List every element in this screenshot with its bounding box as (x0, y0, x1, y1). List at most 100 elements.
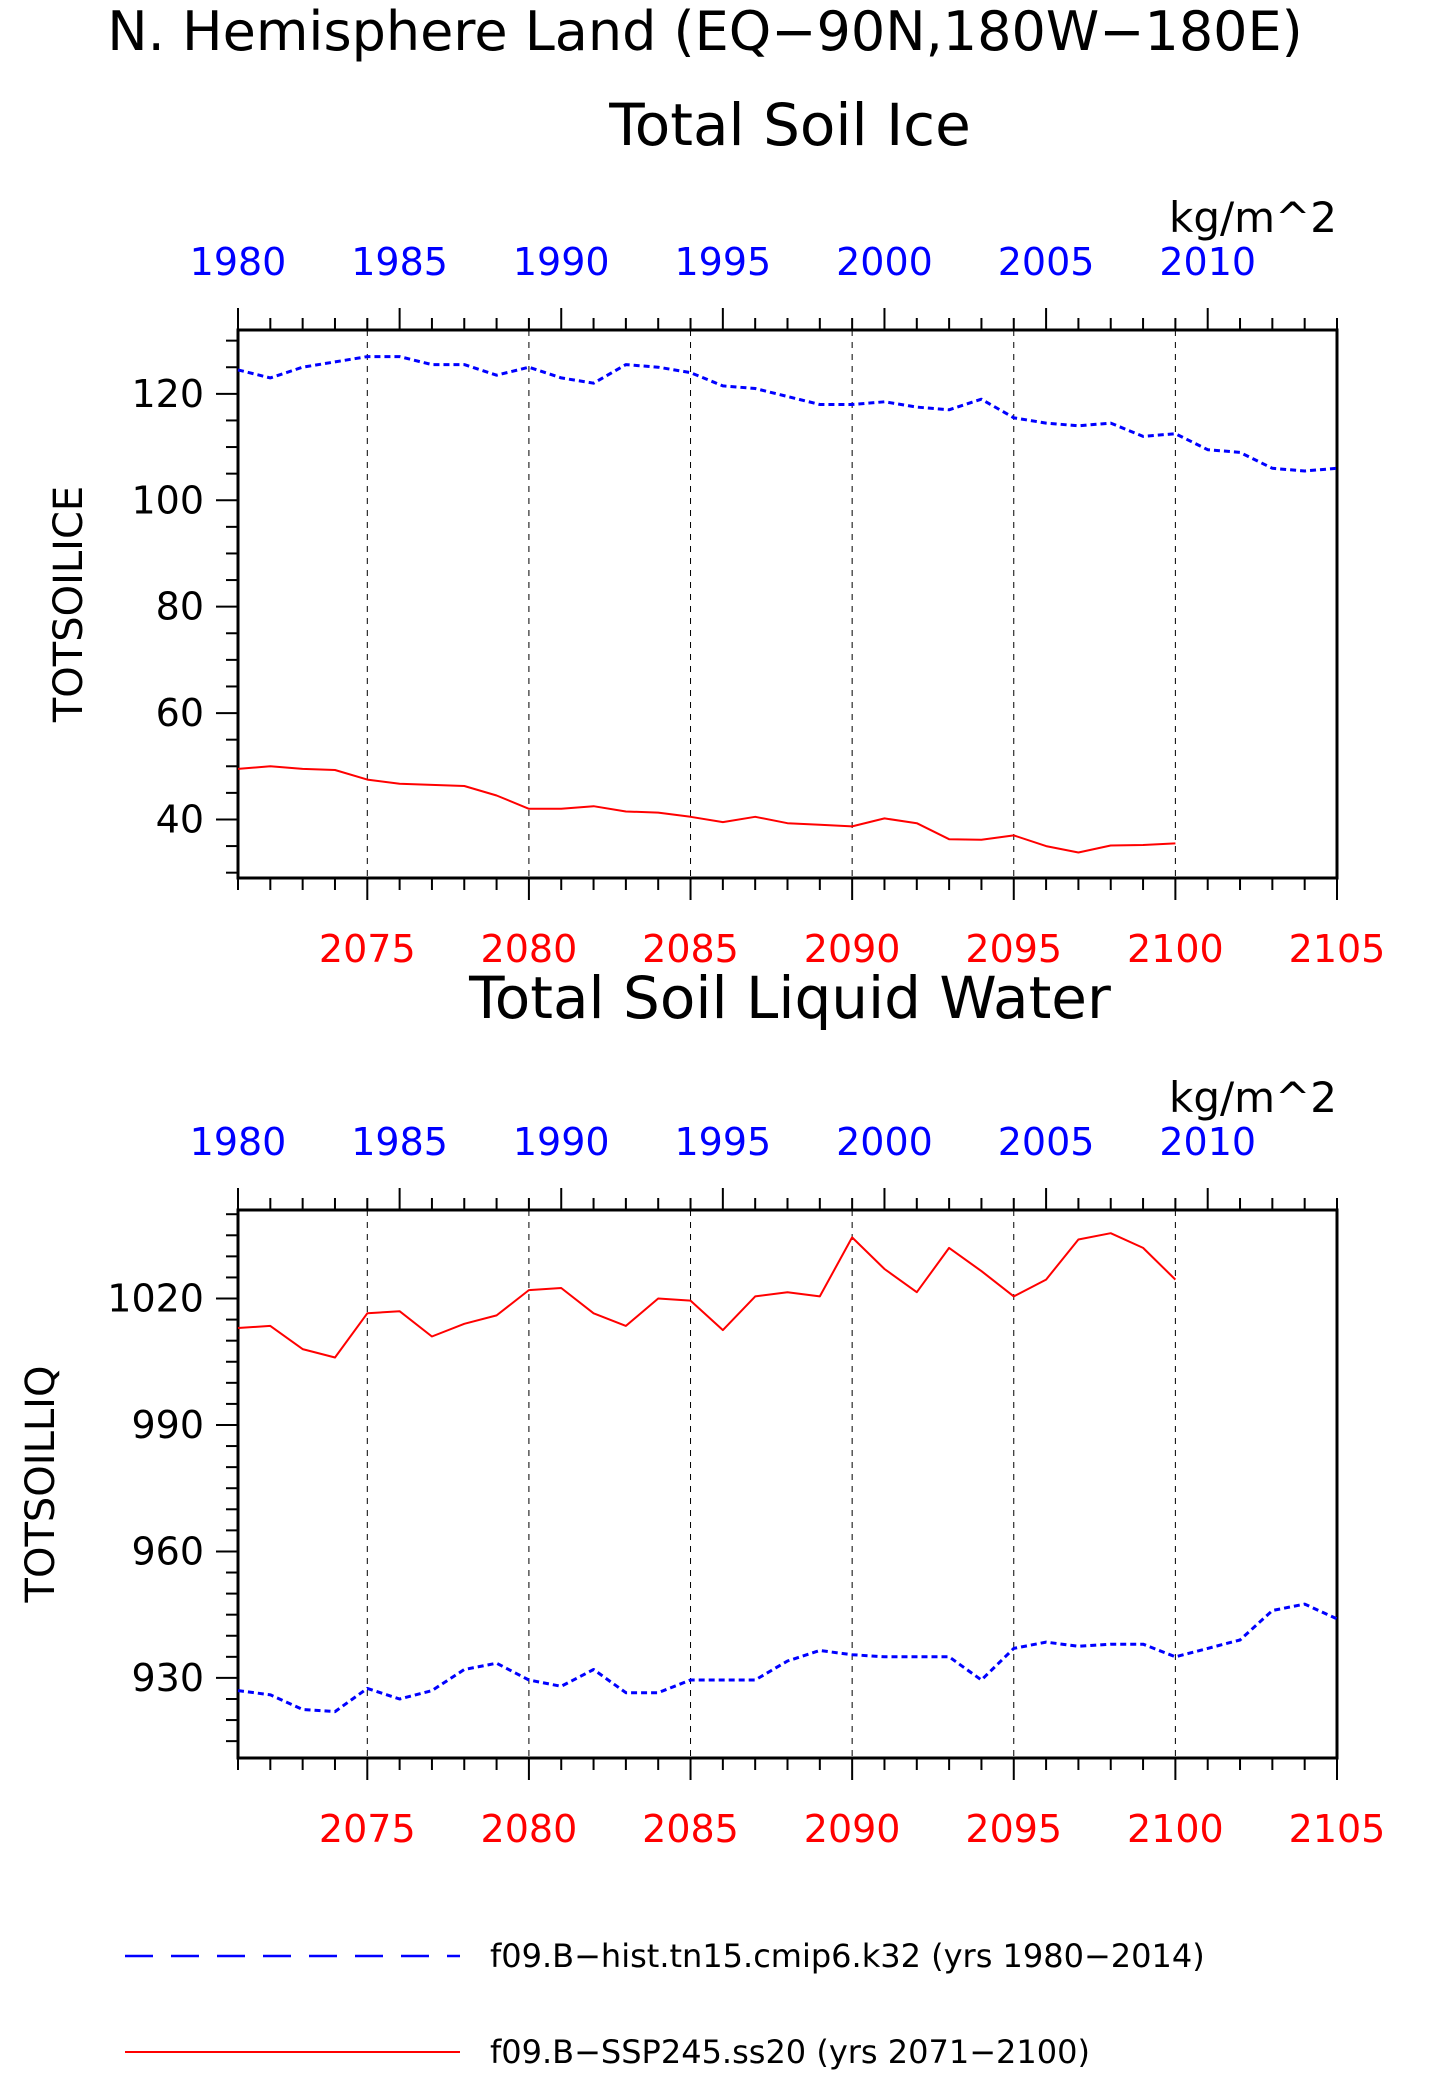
y-tick-label: 990 (131, 1403, 204, 1447)
legend-ssp-label: f09.B−SSP245.ss20 (yrs 2071−2100) (490, 2033, 1090, 2071)
ssp-data-point (1110, 1232, 1112, 1234)
hist-data-point (302, 366, 304, 368)
ssp-data-point (237, 768, 239, 770)
units-label: kg/m^2 (1169, 193, 1337, 242)
ssp-data-point (722, 1329, 724, 1331)
top-tick-label: 2000 (836, 1120, 933, 1164)
ssp-data-point (1077, 1239, 1079, 1241)
ssp-series-line (237, 1232, 1177, 1359)
panel-total-soil-liquid-water: Total Soil Liquid Water kg/m^2 TOTSOILLIQ 1… (18, 964, 1385, 1851)
ssp-data-point (366, 779, 368, 781)
top-tick-label: 1985 (351, 240, 448, 284)
ssp-data-point (334, 1357, 336, 1359)
hist-data-point (560, 377, 562, 379)
y-tick-label: 1020 (107, 1277, 204, 1321)
ssp-data-point (1174, 1279, 1176, 1281)
ssp-data-point (1077, 852, 1079, 854)
y-tick-label: 120 (131, 372, 204, 416)
ssp-data-point (787, 822, 789, 824)
hist-data-point (690, 1679, 692, 1681)
bottom-tick-label: 2090 (804, 1807, 901, 1851)
y-tick-label: 60 (156, 691, 204, 735)
hist-data-point (1077, 1645, 1079, 1647)
hist-data-point (1336, 1618, 1338, 1620)
top-tick-label: 2005 (998, 240, 1095, 284)
hist-data-point (1013, 417, 1015, 419)
ssp-data-point (1013, 834, 1015, 836)
ssp-data-point (787, 1291, 789, 1293)
legend: f09.B−hist.tn15.cmip6.k32 (yrs 1980−2014… (125, 1937, 1205, 2071)
hist-data-point (690, 372, 692, 374)
ssp-data-point (819, 1295, 821, 1297)
hist-data-point (625, 1692, 627, 1694)
ssp-data-point (1142, 1247, 1144, 1249)
bottom-tick-label: 2100 (1127, 927, 1224, 971)
hist-data-point (463, 1669, 465, 1671)
plot-frame (236, 328, 1339, 880)
hist-data-point (916, 1656, 918, 1658)
ssp-data-point (431, 784, 433, 786)
hist-data-point (496, 374, 498, 376)
hist-data-point (528, 366, 530, 368)
panel-total-soil-ice: Total Soil Ice kg/m^2 TOTSOILICE 1980 1985 19… (46, 91, 1385, 971)
hist-data-point (722, 1679, 724, 1681)
ssp-data-point (916, 822, 918, 824)
ssp-data-point (1174, 842, 1176, 844)
ssp-data-point (560, 1287, 562, 1289)
hist-data-point (1142, 1643, 1144, 1645)
hist-data-point (851, 1654, 853, 1656)
ssp-data-point (269, 765, 271, 767)
hist-data-point (754, 1679, 756, 1681)
bottom-tick-label: 2085 (642, 1807, 739, 1851)
hist-data-point (1045, 1641, 1047, 1643)
hist-data-point (980, 1679, 982, 1681)
ssp-data-point (884, 1268, 886, 1270)
hist-data-point (1110, 1643, 1112, 1645)
bottom-tick-label: 2105 (1289, 1807, 1386, 1851)
ssp-data-point (625, 1325, 627, 1327)
hist-data-point (366, 356, 368, 358)
hist-data-point (1336, 467, 1338, 469)
hist-data-point (980, 398, 982, 400)
bottom-tick-label: 2090 (804, 927, 901, 971)
ssp-data-point (1142, 844, 1144, 846)
y-tick-label: 40 (156, 797, 204, 841)
ssp-series-line (237, 765, 1176, 854)
hist-data-point (1174, 433, 1176, 435)
hist-data-point (948, 409, 950, 411)
units-label: kg/m^2 (1169, 1073, 1337, 1122)
bottom-tick-label: 2100 (1127, 1807, 1224, 1851)
hist-data-point (916, 406, 918, 408)
ssp-data-point (948, 838, 950, 840)
ssp-data-point (302, 1348, 304, 1350)
ssp-data-point (269, 1325, 271, 1327)
ssp-data-point (657, 1298, 659, 1300)
ssp-data-point (496, 1314, 498, 1316)
hist-data-point (1239, 451, 1241, 453)
bottom-tick-label: 2105 (1289, 927, 1386, 971)
ssp-data-point (851, 1236, 853, 1238)
hist-data-point (787, 396, 789, 398)
hist-data-point (431, 1690, 433, 1692)
hist-data-point (1271, 467, 1273, 469)
hist-data-point (722, 385, 724, 387)
bottom-tick-label: 2080 (481, 927, 578, 971)
ssp-data-point (496, 795, 498, 797)
hist-data-point (269, 1694, 271, 1696)
ssp-data-point (980, 1270, 982, 1272)
hist-data-point (496, 1662, 498, 1664)
hist-data-point (1142, 435, 1144, 437)
hist-data-point (1271, 1610, 1273, 1612)
ssp-data-point (431, 1336, 433, 1338)
figure-title: N. Hemisphere Land (EQ−90N,180W−180E) (107, 0, 1302, 63)
hist-data-point (819, 1650, 821, 1652)
ssp-data-point (528, 1289, 530, 1291)
hist-data-point (366, 1687, 368, 1689)
hist-data-point (463, 364, 465, 366)
hist-data-point (1013, 1647, 1015, 1649)
ssp-data-point (1110, 845, 1112, 847)
hist-data-point (528, 1679, 530, 1681)
ssp-data-point (754, 1295, 756, 1297)
hist-data-point (399, 356, 401, 358)
hist-data-point (1045, 422, 1047, 424)
